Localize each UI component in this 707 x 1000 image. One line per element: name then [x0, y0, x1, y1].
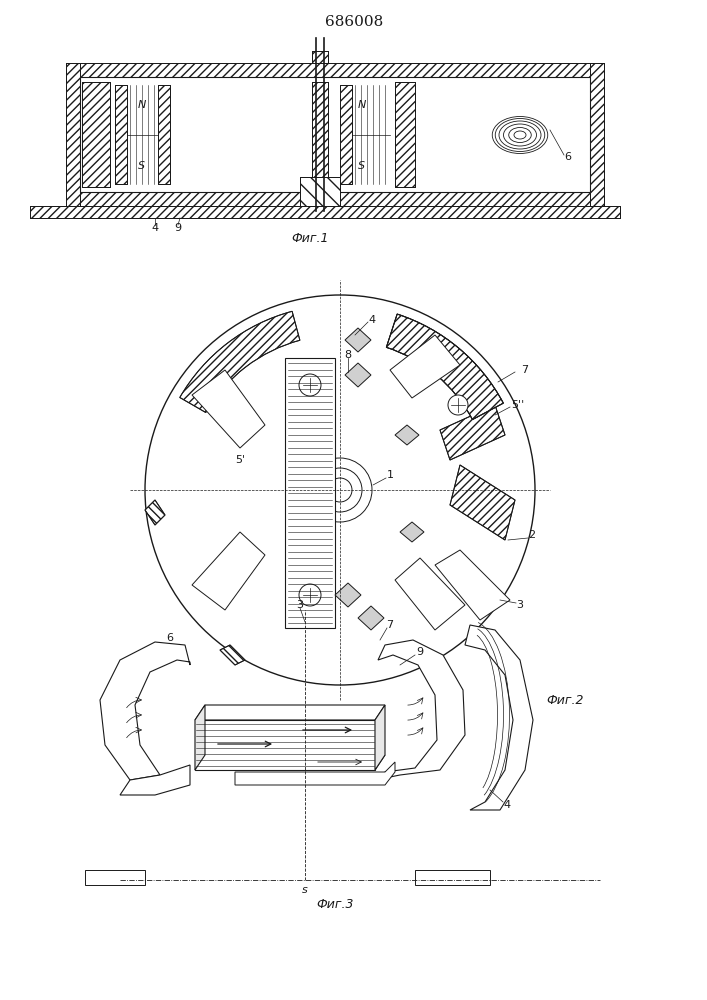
Circle shape	[448, 395, 468, 415]
Polygon shape	[400, 522, 424, 542]
Text: Фиг.1: Фиг.1	[291, 232, 329, 244]
Polygon shape	[395, 82, 415, 187]
Text: 5'': 5''	[511, 400, 525, 410]
Polygon shape	[440, 405, 505, 460]
Text: Фиг.2: Фиг.2	[547, 694, 584, 706]
Text: N: N	[138, 100, 146, 110]
Text: 7: 7	[387, 620, 394, 630]
Polygon shape	[145, 500, 165, 525]
Polygon shape	[192, 370, 265, 448]
Text: 4: 4	[503, 800, 510, 810]
Bar	[285, 358, 335, 628]
Polygon shape	[195, 705, 385, 720]
Text: 7: 7	[522, 365, 529, 375]
Text: 3: 3	[517, 600, 523, 610]
Polygon shape	[312, 51, 328, 63]
Polygon shape	[340, 85, 352, 184]
Polygon shape	[195, 705, 205, 770]
Bar	[80, 77, 590, 192]
Polygon shape	[115, 85, 127, 184]
Polygon shape	[195, 755, 385, 770]
Wedge shape	[386, 314, 503, 420]
Polygon shape	[85, 870, 145, 885]
Text: 4: 4	[368, 315, 375, 325]
Polygon shape	[345, 363, 371, 387]
Polygon shape	[395, 558, 465, 630]
Text: Фиг.3: Фиг.3	[316, 898, 354, 912]
Text: 6: 6	[167, 633, 173, 643]
Text: 8: 8	[344, 350, 351, 360]
Polygon shape	[158, 85, 170, 184]
Text: 3: 3	[296, 600, 303, 610]
Text: S: S	[139, 161, 146, 171]
Text: N: N	[358, 100, 366, 110]
Text: 9: 9	[416, 647, 423, 657]
Polygon shape	[82, 82, 110, 187]
Circle shape	[299, 374, 321, 396]
Polygon shape	[345, 328, 371, 352]
Text: 9: 9	[175, 223, 182, 233]
Polygon shape	[335, 583, 361, 607]
Polygon shape	[590, 63, 604, 206]
Text: 1: 1	[387, 470, 394, 480]
Text: 4: 4	[151, 223, 158, 233]
Polygon shape	[390, 335, 460, 398]
Polygon shape	[120, 765, 190, 795]
Polygon shape	[435, 550, 510, 620]
Text: 5': 5'	[235, 455, 245, 465]
Polygon shape	[465, 625, 533, 810]
Text: s: s	[302, 885, 308, 895]
Polygon shape	[100, 642, 190, 780]
Polygon shape	[66, 63, 604, 77]
Text: 2: 2	[528, 530, 536, 540]
Polygon shape	[395, 425, 419, 445]
Polygon shape	[375, 640, 465, 780]
Polygon shape	[450, 465, 515, 540]
Circle shape	[299, 584, 321, 606]
Bar	[475, 82, 560, 187]
Text: S: S	[358, 161, 366, 171]
Polygon shape	[300, 177, 340, 206]
Polygon shape	[375, 705, 385, 770]
Circle shape	[145, 295, 535, 685]
Polygon shape	[235, 762, 395, 785]
Polygon shape	[66, 63, 80, 206]
Polygon shape	[30, 206, 620, 218]
Polygon shape	[220, 645, 245, 665]
Polygon shape	[415, 870, 490, 885]
Polygon shape	[192, 532, 265, 610]
Polygon shape	[358, 606, 384, 630]
Text: 6: 6	[564, 152, 571, 162]
Polygon shape	[195, 720, 375, 770]
Polygon shape	[312, 82, 328, 187]
Text: 686008: 686008	[325, 15, 383, 29]
Wedge shape	[180, 311, 300, 412]
Polygon shape	[66, 192, 604, 206]
